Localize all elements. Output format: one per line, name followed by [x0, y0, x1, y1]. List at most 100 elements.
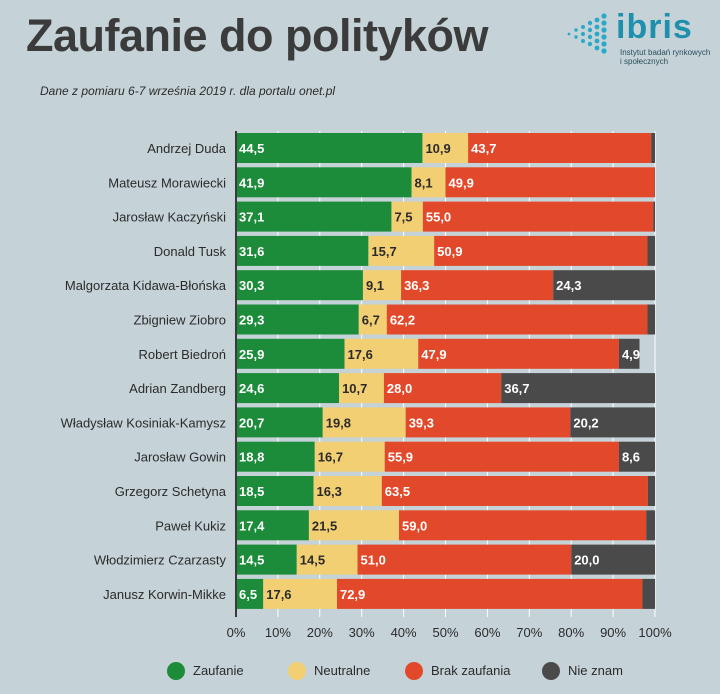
bar-segment — [339, 373, 384, 404]
bar-segment — [236, 270, 363, 301]
bar-segment — [313, 476, 382, 506]
data-label: 18,8 — [239, 450, 264, 465]
stacked-bar-chart: 0% 10% 20% 30% 40% 50% 60% 70% 80% 90% 100% Andrzej… — [61, 131, 672, 640]
bar-segment — [553, 270, 655, 301]
legend-label: Neutralne — [314, 663, 371, 678]
data-label: 10,9 — [425, 141, 450, 156]
x-tick-label: 40% — [391, 625, 417, 640]
data-label: 49,9 — [449, 175, 474, 190]
bar-segment — [401, 270, 554, 301]
legend-swatch — [288, 662, 306, 680]
data-label: 6,7 — [362, 313, 380, 328]
data-label: 39,3 — [409, 415, 434, 430]
category-label: Władysław Kosiniak-Kamysz — [61, 415, 226, 430]
bar-segment — [314, 441, 385, 472]
bar-segment — [411, 167, 446, 198]
bar-segment — [571, 544, 655, 575]
data-label: 8,1 — [415, 175, 433, 190]
bar-segment — [236, 373, 340, 404]
legend-label: Zaufanie — [193, 663, 244, 678]
bar-segment — [391, 201, 423, 232]
bar-segment — [405, 407, 571, 438]
data-label: 59,0 — [402, 518, 427, 533]
data-label: 24,3 — [556, 278, 581, 293]
x-tick-label: 100% — [638, 625, 672, 640]
data-label: 21,5 — [312, 518, 337, 533]
data-label: 44,5 — [239, 141, 264, 156]
category-label: Włodzimierz Czarzasty — [94, 553, 227, 568]
bar-segment — [618, 441, 655, 472]
data-label: 36,7 — [504, 381, 529, 396]
bar-segment — [381, 476, 648, 506]
data-label: 41,9 — [239, 175, 264, 190]
bar-segment — [646, 510, 655, 541]
bar-segment — [618, 338, 640, 369]
x-tick-label: 20% — [307, 625, 333, 640]
data-label: 10,7 — [342, 381, 367, 396]
category-label: Janusz Korwin-Mikke — [103, 587, 226, 602]
bar-segment — [368, 235, 435, 266]
category-label: Zbigniew Ziobro — [134, 313, 227, 328]
x-tick-label: 60% — [474, 625, 500, 640]
bar-segment — [236, 476, 314, 506]
x-tick-label: 0% — [227, 625, 246, 640]
chart-legend: Zaufanie Neutralne Brak zaufania Nie znam — [0, 656, 720, 686]
bar-segment — [236, 304, 359, 335]
bar-segment — [651, 133, 655, 163]
data-label: 20,7 — [239, 415, 264, 430]
data-label: 20,2 — [573, 415, 598, 430]
bar-segment — [236, 201, 392, 232]
category-label: Andrzej Duda — [147, 141, 227, 156]
bar-segment — [263, 578, 337, 609]
data-label: 43,7 — [471, 141, 496, 156]
category-label: Donald Tusk — [154, 244, 227, 259]
category-label: Grzegorz Schetyna — [115, 484, 227, 499]
x-tick-label: 50% — [432, 625, 458, 640]
category-label: Adrian Zandberg — [129, 381, 226, 396]
data-label: 29,3 — [239, 313, 264, 328]
bar-segment — [642, 578, 655, 609]
bar-segment — [422, 201, 654, 232]
bar-segment — [653, 201, 655, 232]
bar-segment — [236, 338, 345, 369]
data-label: 8,6 — [622, 450, 640, 465]
data-label: 62,2 — [390, 313, 415, 328]
logo-word: ibris — [616, 8, 693, 46]
data-label: 16,7 — [318, 450, 343, 465]
data-label: 28,0 — [387, 381, 412, 396]
logo-dots-icon — [567, 13, 607, 54]
bar-segment — [647, 476, 655, 506]
bar-segment — [418, 338, 619, 369]
legend-swatch — [405, 662, 423, 680]
bar-segment — [358, 304, 387, 335]
x-tick-label: 30% — [349, 625, 375, 640]
bar-segment — [570, 407, 655, 438]
bar-segment — [357, 544, 572, 575]
data-label: 14,5 — [300, 553, 325, 568]
category-label: Malgorzata Kidawa-Błońska — [65, 278, 227, 293]
x-tick-label: 80% — [558, 625, 584, 640]
data-label: 30,3 — [239, 278, 264, 293]
bar-segment — [386, 304, 648, 335]
data-label: 20,0 — [574, 553, 599, 568]
bar-segment — [236, 407, 323, 438]
data-label: 55,9 — [388, 450, 413, 465]
bar-segment — [422, 133, 469, 163]
data-label: 7,5 — [394, 210, 412, 225]
category-label: Mateusz Morawiecki — [108, 175, 226, 190]
x-tick-label: 70% — [516, 625, 542, 640]
data-label: 72,9 — [340, 587, 365, 602]
data-label: 50,9 — [437, 244, 462, 259]
bar-segment — [236, 441, 315, 472]
data-label: 17,4 — [239, 518, 265, 533]
bar-segment — [398, 510, 647, 541]
bar-segment — [647, 235, 655, 266]
data-label: 14,5 — [239, 553, 264, 568]
data-label: 24,6 — [239, 381, 264, 396]
bar-segment — [344, 338, 419, 369]
category-label: Robert Biedroń — [139, 347, 226, 362]
data-label: 37,1 — [239, 210, 264, 225]
bar-segment — [236, 167, 412, 198]
category-label: Paweł Kukiz — [155, 518, 226, 533]
data-label: 31,6 — [239, 244, 264, 259]
